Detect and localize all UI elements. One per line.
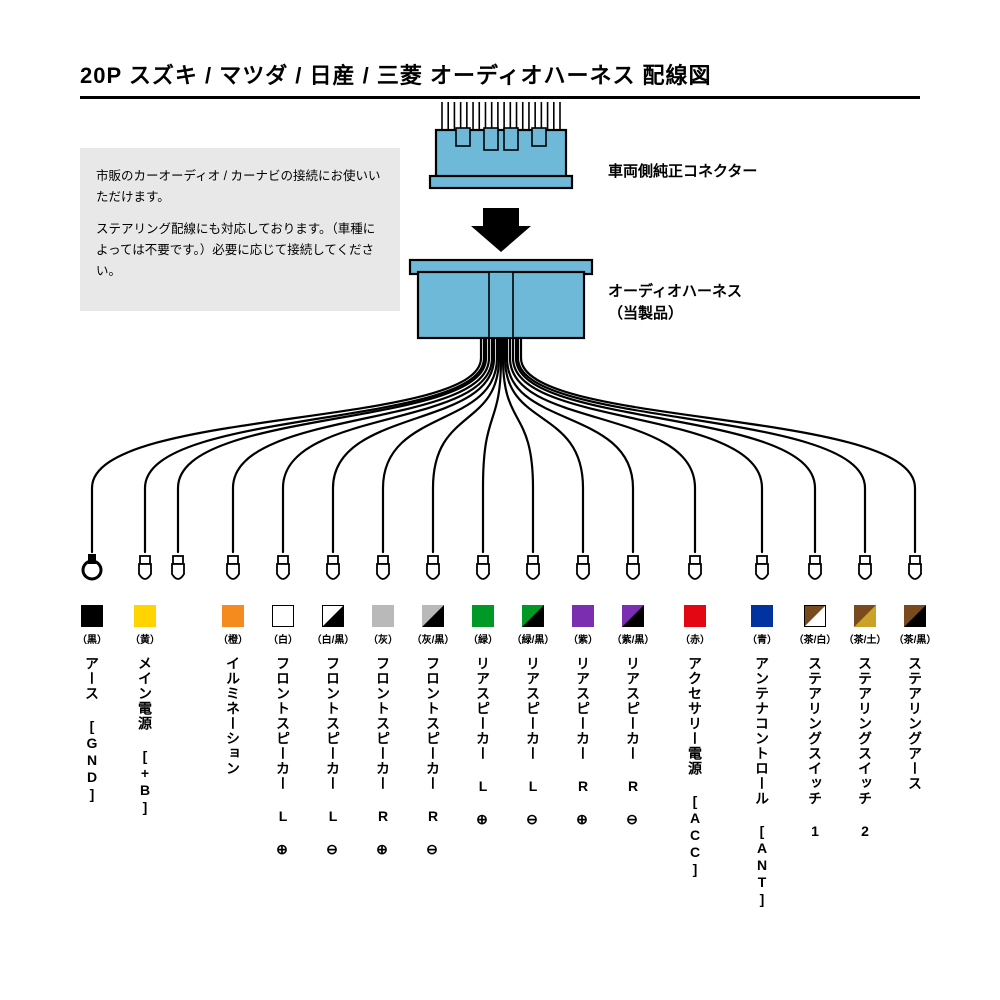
wire-color-label: （灰/黒） (408, 631, 458, 646)
wire-name: リアスピーカー L ⊖ (526, 656, 540, 829)
wire-column: （黒） アース [GND] (67, 605, 117, 803)
wire-column: （茶/白） ステアリングスイッチ 1 (790, 605, 840, 840)
wire-color-label: （青） (737, 631, 787, 646)
wire-color-label: （茶/黒） (890, 631, 940, 646)
wire-column: （緑/黒） リアスピーカー L ⊖ (508, 605, 558, 829)
wire-color-label: （白/黒） (308, 631, 358, 646)
wire-name: フロントスピーカー L ⊕ (276, 656, 290, 859)
wire-color-label: （茶/白） (790, 631, 840, 646)
color-swatch (522, 605, 544, 627)
wire-color-label: （橙） (208, 631, 258, 646)
color-swatch (422, 605, 444, 627)
wire-name: リアスピーカー R ⊕ (576, 656, 590, 829)
wire-column: （赤） アクセサリー電源 [ACC] (670, 605, 720, 878)
wire-name: フロントスピーカー R ⊖ (426, 656, 440, 859)
wire-column: （白） フロントスピーカー L ⊕ (258, 605, 308, 859)
color-swatch (804, 605, 826, 627)
wire-color-label: （白） (258, 631, 308, 646)
wire-color-label: （赤） (670, 631, 720, 646)
color-swatch (322, 605, 344, 627)
color-swatch (81, 605, 103, 627)
color-swatch (472, 605, 494, 627)
wire-name: ステアリングアース (908, 656, 922, 791)
wire-name: アクセサリー電源 [ACC] (688, 656, 702, 878)
wire-column: （青） アンテナコントロール [ANT] (737, 605, 787, 908)
color-swatch (622, 605, 644, 627)
wire-name: アンテナコントロール [ANT] (755, 656, 769, 908)
wire-name: ステアリングスイッチ 2 (858, 656, 872, 840)
wire-name: アース [GND] (85, 656, 99, 803)
color-swatch (572, 605, 594, 627)
wire-column: （灰/黒） フロントスピーカー R ⊖ (408, 605, 458, 859)
wire-column: （白/黒） フロントスピーカー L ⊖ (308, 605, 358, 859)
wire-column: （茶/黒） ステアリングアース (890, 605, 940, 791)
wire-color-label: （緑） (458, 631, 508, 646)
wire-name: ステアリングスイッチ 1 (808, 656, 822, 840)
wire-color-label: （紫/黒） (608, 631, 658, 646)
color-swatch (372, 605, 394, 627)
wire-column (153, 605, 203, 641)
color-swatch (684, 605, 706, 627)
wire-name: メイン電源 [+B] (138, 656, 152, 816)
color-swatch (222, 605, 244, 627)
wire-name: リアスピーカー L ⊕ (476, 656, 490, 829)
wire-column: （茶/土） ステアリングスイッチ 2 (840, 605, 890, 840)
wire-color-label: （黒） (67, 631, 117, 646)
wire-color-label: （灰） (358, 631, 408, 646)
wiring-diagram (0, 0, 1000, 600)
wire-column: （紫） リアスピーカー R ⊕ (558, 605, 608, 829)
wire-color-label: （紫） (558, 631, 608, 646)
wire-column: （紫/黒） リアスピーカー R ⊖ (608, 605, 658, 829)
wire-column: （灰） フロントスピーカー R ⊕ (358, 605, 408, 859)
wire-name: イルミネーション (226, 656, 240, 776)
wire-name: リアスピーカー R ⊖ (626, 656, 640, 829)
wire-color-label: （茶/土） (840, 631, 890, 646)
color-swatch (272, 605, 294, 627)
wire-color-label: （緑/黒） (508, 631, 558, 646)
color-swatch (751, 605, 773, 627)
wire-name: フロントスピーカー R ⊕ (376, 656, 390, 859)
wire-column: （橙） イルミネーション (208, 605, 258, 776)
wire-column: （緑） リアスピーカー L ⊕ (458, 605, 508, 829)
color-swatch (854, 605, 876, 627)
color-swatch (904, 605, 926, 627)
wire-name: フロントスピーカー L ⊖ (326, 656, 340, 859)
